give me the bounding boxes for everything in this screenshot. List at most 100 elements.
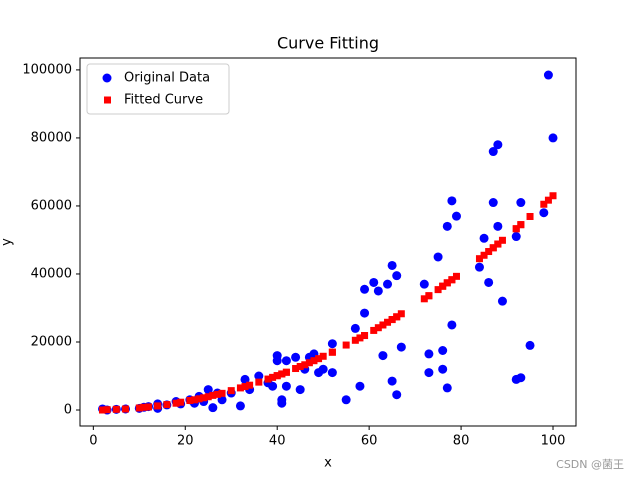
data-point	[451, 211, 461, 221]
fitted-point	[544, 196, 552, 204]
fitted-point	[305, 359, 313, 367]
fitted-point	[319, 352, 327, 360]
x-tick-label: 0	[89, 434, 97, 449]
fitted-point	[264, 375, 272, 383]
data-point	[350, 323, 360, 333]
data-point	[341, 395, 351, 405]
legend-box	[86, 63, 230, 115]
fitted-point	[278, 370, 286, 378]
data-point	[419, 279, 429, 289]
data-point	[360, 284, 370, 294]
fitted-point	[190, 396, 198, 404]
fitted-point	[342, 341, 350, 349]
data-point	[291, 352, 301, 362]
data-point	[488, 198, 498, 208]
fitted-point	[255, 378, 263, 386]
data-point	[327, 368, 337, 378]
fitted-point	[512, 225, 520, 233]
data-point	[360, 308, 370, 318]
fitted-point	[241, 383, 249, 391]
data-point	[373, 286, 383, 296]
fitted-point	[361, 332, 369, 340]
data-point	[392, 390, 402, 400]
fitted-point	[172, 399, 180, 407]
fitted-point	[135, 404, 143, 412]
data-point	[539, 208, 549, 218]
data-point	[383, 279, 393, 289]
fitted-point	[218, 389, 226, 397]
fitted-point	[434, 286, 442, 294]
data-point	[548, 133, 558, 143]
data-point	[442, 383, 452, 393]
data-point	[493, 221, 503, 231]
fitted-point	[356, 334, 364, 342]
fitted-point	[384, 318, 392, 326]
fitted-point	[379, 321, 387, 329]
y-axis-label: y	[0, 238, 15, 246]
fitted-point	[112, 405, 120, 413]
fitted-point	[540, 200, 548, 208]
fitted-point	[328, 348, 336, 356]
data-point	[433, 252, 443, 262]
x-tick-label: 40	[269, 434, 286, 449]
fitted-point	[246, 381, 254, 389]
plot-frame	[79, 57, 577, 427]
data-point	[281, 356, 291, 366]
fitted-point	[154, 402, 162, 410]
fitted-point	[452, 272, 460, 280]
fitted-point	[204, 393, 212, 401]
fitted-point	[475, 255, 483, 263]
y-tick-label: 0	[64, 403, 72, 418]
data-point	[488, 147, 498, 157]
fitted-point	[480, 251, 488, 259]
data-point	[327, 339, 337, 349]
data-point	[295, 385, 305, 395]
y-tick-label: 100000	[22, 62, 72, 77]
data-point	[438, 364, 448, 374]
fitted-point	[144, 403, 152, 411]
fitted-point	[393, 313, 401, 321]
data-point	[318, 364, 328, 374]
fitted-point	[498, 236, 506, 244]
watermark: CSDN @菌王	[556, 458, 624, 471]
data-point	[378, 351, 388, 361]
data-point	[516, 198, 526, 208]
fitted-point	[209, 391, 217, 399]
fitted-point	[425, 292, 433, 300]
data-point	[474, 262, 484, 272]
fitted-point	[489, 244, 497, 252]
fitted-point	[439, 282, 447, 290]
fitted-point	[310, 357, 318, 365]
data-point	[511, 232, 521, 242]
data-point	[277, 398, 287, 408]
fitted-point	[370, 326, 378, 334]
data-point	[484, 277, 494, 287]
data-point	[272, 356, 282, 366]
fitted-point	[301, 361, 309, 369]
data-point	[240, 374, 250, 384]
legend-marker	[104, 96, 111, 104]
data-point	[369, 277, 379, 287]
fitted-point	[315, 355, 323, 363]
fitted-point	[186, 396, 194, 404]
fitted-point	[351, 336, 359, 344]
fitted-point	[122, 405, 130, 413]
fitted-point	[494, 240, 502, 248]
fitted-point	[195, 395, 203, 403]
x-tick-label: 80	[453, 434, 470, 449]
y-tick-label: 40000	[31, 266, 72, 281]
y-tick-label: 20000	[31, 334, 72, 349]
data-point	[203, 385, 213, 395]
data-point	[424, 349, 434, 359]
data-point	[208, 403, 218, 413]
legend-label: Original Data	[124, 71, 210, 86]
data-point	[387, 260, 397, 270]
fitted-point	[517, 221, 525, 229]
x-axis-label: x	[324, 456, 332, 471]
data-point	[447, 196, 457, 206]
data-point	[493, 140, 503, 150]
data-point	[497, 296, 507, 306]
data-point	[254, 371, 264, 381]
data-point	[268, 381, 278, 391]
